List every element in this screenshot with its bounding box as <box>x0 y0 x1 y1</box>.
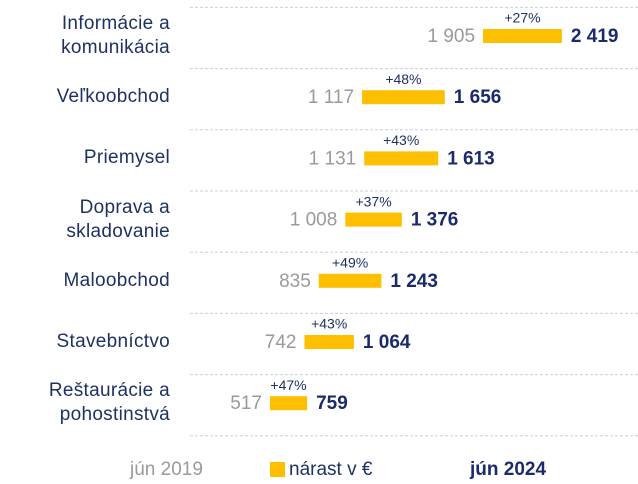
legend-label: nárast v € <box>289 459 373 480</box>
legend-label: jún 2019 <box>129 459 203 480</box>
end-value: 1 243 <box>390 271 438 292</box>
growth-bar <box>483 29 562 43</box>
end-value: 1 656 <box>454 87 502 108</box>
category-label: Maloobchod <box>63 269 170 291</box>
growth-label: +43% <box>311 316 347 332</box>
growth-bar <box>269 396 308 411</box>
growth-label: +47% <box>270 377 306 393</box>
end-value: 759 <box>316 393 348 414</box>
growth-bar <box>318 273 382 288</box>
end-value: 1 613 <box>447 148 495 169</box>
category-label: Doprava a skladovanie <box>66 196 170 242</box>
end-value: 2 419 <box>571 26 619 47</box>
growth-label: +49% <box>332 255 368 271</box>
end-value: 1 376 <box>411 210 459 231</box>
end-value: 1 064 <box>363 332 411 353</box>
start-value: 1 008 <box>290 210 338 231</box>
category-label: Stavebníctvo <box>56 331 170 352</box>
start-value: 1 117 <box>308 87 354 108</box>
legend-swatch <box>270 462 285 477</box>
growth-label: +27% <box>504 10 540 26</box>
legend-label: jún 2024 <box>469 459 546 480</box>
category-label: Priemysel <box>83 147 170 169</box>
growth-bar <box>345 212 402 227</box>
growth-bar <box>362 90 445 105</box>
category-label: Informácie a komunikácia <box>61 13 170 58</box>
start-value: 742 <box>265 332 297 353</box>
start-value: 835 <box>279 271 311 292</box>
start-value: 517 <box>230 393 262 414</box>
category-label: Veľkoobchod <box>56 86 170 108</box>
start-value: 1 905 <box>427 26 475 47</box>
growth-label: +43% <box>383 132 419 148</box>
category-label: Reštaurácie a pohostinstvá <box>48 380 170 426</box>
growth-bar <box>364 151 439 166</box>
growth-label: +37% <box>355 193 391 209</box>
start-value: 1 131 <box>309 148 357 169</box>
growth-bar <box>304 335 354 349</box>
growth-label: +48% <box>385 71 421 87</box>
